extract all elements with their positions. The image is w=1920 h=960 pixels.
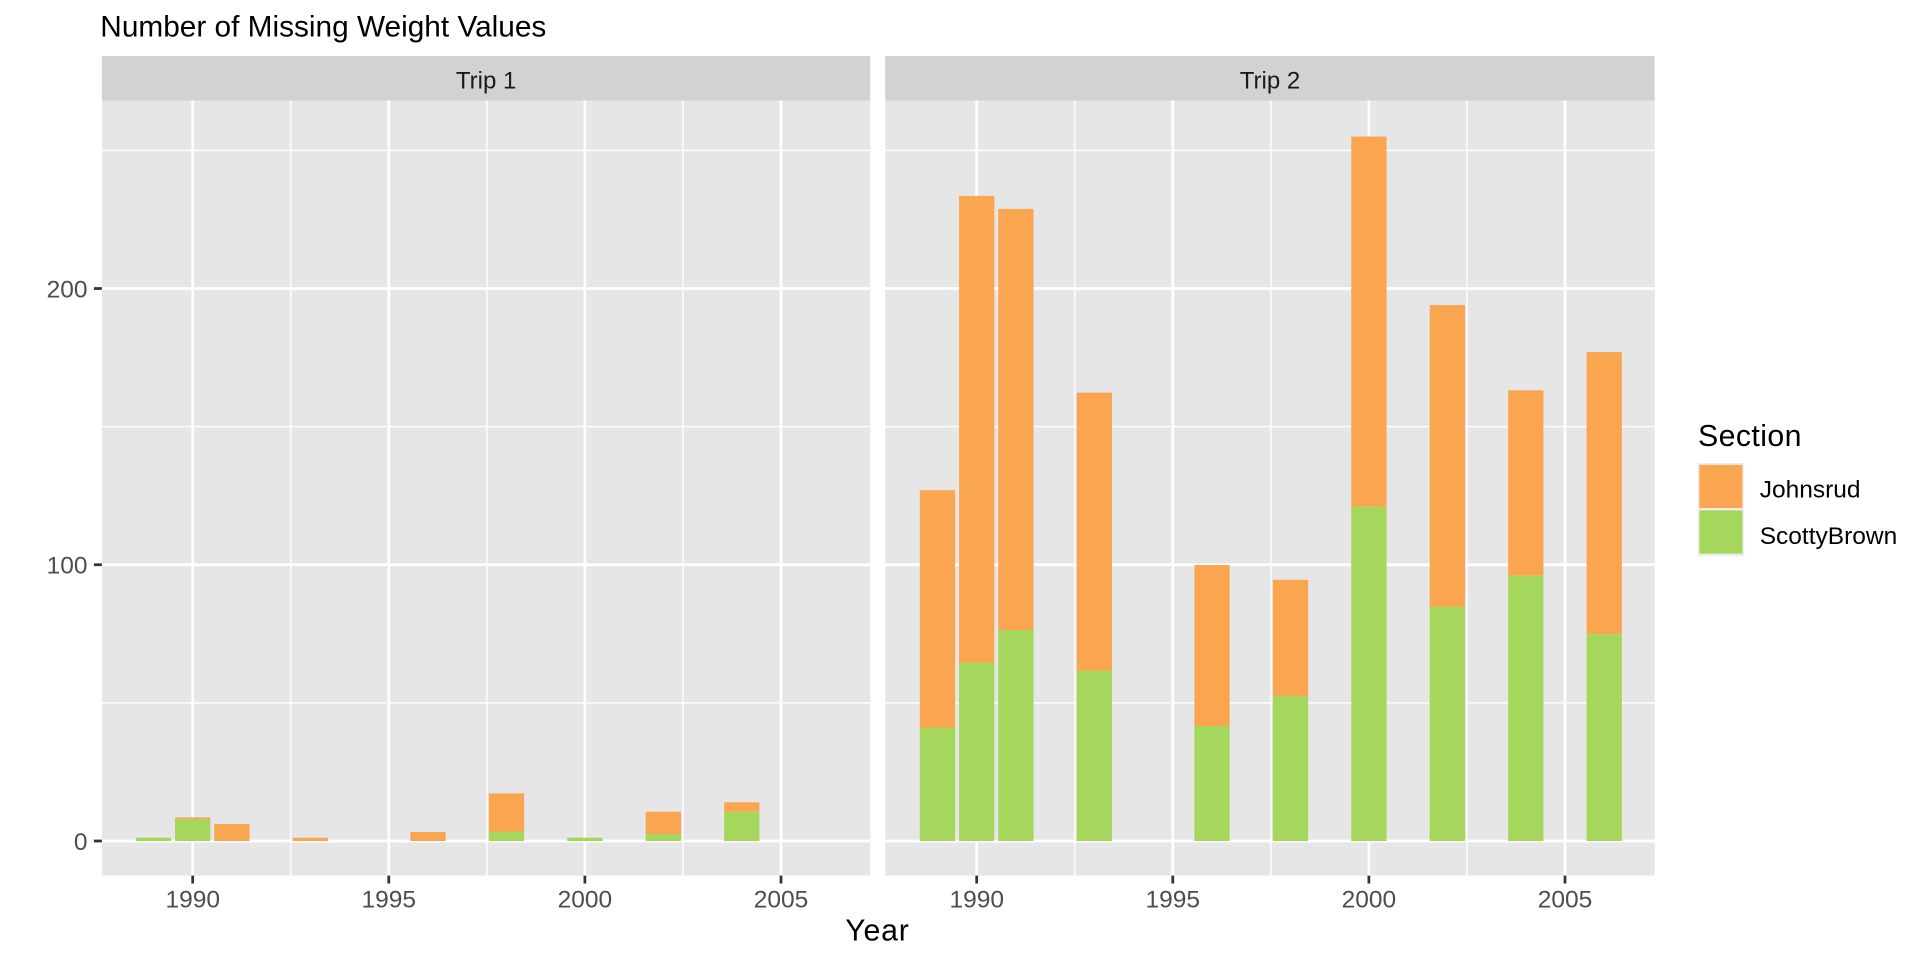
svg-text:1995: 1995: [362, 887, 417, 914]
svg-text:Section: Section: [1698, 420, 1802, 453]
svg-text:200: 200: [47, 276, 88, 303]
svg-text:Johnsrud: Johnsrud: [1760, 477, 1861, 504]
svg-text:0: 0: [74, 829, 88, 856]
svg-text:1990: 1990: [949, 887, 1004, 914]
svg-text:2000: 2000: [558, 887, 613, 914]
svg-text:2000: 2000: [1342, 887, 1397, 914]
svg-text:1995: 1995: [1146, 887, 1201, 914]
svg-text:Number of Missing Weight Value: Number of Missing Weight Values: [100, 11, 546, 44]
svg-text:ScottyBrown: ScottyBrown: [1760, 523, 1898, 550]
svg-text:2005: 2005: [754, 887, 809, 914]
svg-text:Year: Year: [845, 915, 909, 948]
svg-text:2005: 2005: [1538, 887, 1593, 914]
svg-text:Trip 1: Trip 1: [456, 68, 516, 95]
svg-text:1990: 1990: [165, 887, 220, 914]
svg-text:Trip 2: Trip 2: [1240, 68, 1300, 95]
svg-text:100: 100: [47, 553, 88, 580]
